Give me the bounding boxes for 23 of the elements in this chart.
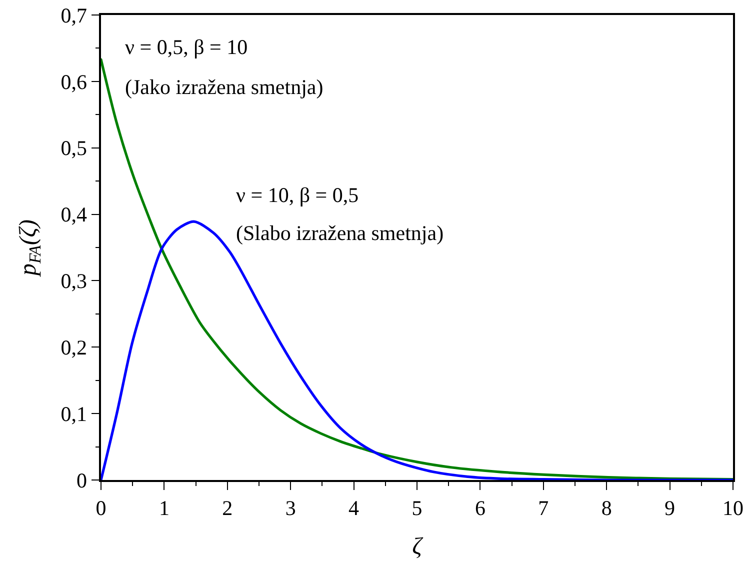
x-axis-title: ζ [412,534,424,560]
x-tick-label: 8 [601,496,612,520]
x-tick-label: 0 [96,496,106,520]
y-tick-label: 0,7 [60,3,88,28]
y-tick-label: 0,1 [60,402,88,426]
x-tick-label: 6 [474,496,486,520]
y-tick-label: 0,4 [60,202,88,227]
y-tick-label: 0,3 [60,269,88,294]
x-tick-label: 10 [722,496,744,520]
x-tick-label: 2 [222,496,233,520]
x-tick-label: 7 [538,496,549,520]
series-label: ν = 0,5, β = 10 (Jako izražena smetnja) [125,35,324,99]
x-tick-label: 9 [664,496,676,520]
line-series [101,220,733,480]
x-tick-label: 3 [285,496,296,520]
y-tick-label: 0,5 [60,136,88,160]
x-tick-label: 4 [348,496,360,520]
y-tick-label: 0,6 [60,70,88,94]
y-tick-label: 0 [76,468,88,492]
y-tick-label: 0,2 [60,335,88,360]
x-tick-label: 5 [412,496,422,520]
series-label: ν = 10, β = 0,5 (Slabo izražena smetnja) [236,183,444,245]
x-tick-label: 1 [158,496,170,520]
